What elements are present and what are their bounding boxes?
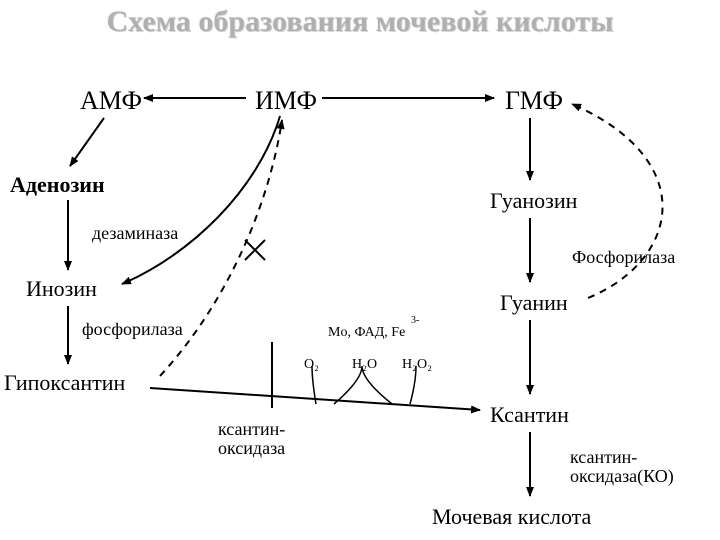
- label-phosphorylase-left: фосфорилаза: [82, 320, 183, 338]
- label-cofactors-charge: 3-: [411, 316, 419, 326]
- label-deaminase: дезаминаза: [92, 224, 178, 242]
- node-gmf: ГМФ: [505, 86, 563, 116]
- label-h2o: H₂O: [352, 358, 377, 372]
- node-imf: ИМФ: [255, 86, 317, 116]
- label-cofactors: Mo, ФАД, Fe: [328, 326, 405, 340]
- node-amf: АМФ: [80, 86, 142, 116]
- label-h2o2: H₂O₂: [402, 358, 432, 372]
- node-guanosine: Гуанозин: [490, 188, 577, 214]
- node-guanine: Гуанин: [500, 290, 568, 316]
- label-xanthine-oxidase-right: ксантин-оксидаза(КО): [570, 448, 674, 486]
- node-adenosine: Аденозин: [10, 172, 105, 198]
- label-phosphorylase-right: Фосфорилаза: [572, 248, 675, 266]
- node-hypoxanthine: Гипоксантин: [4, 370, 125, 396]
- diagram-canvas: Схема образования мочевой кислоты АМФ ИМ…: [0, 0, 720, 540]
- node-uric-acid: Мочевая кислота: [432, 504, 591, 530]
- node-inosine: Инозин: [26, 276, 97, 302]
- node-xanthine: Ксантин: [490, 402, 569, 428]
- label-o2: O₂: [304, 358, 319, 372]
- diagram-title: Схема образования мочевой кислоты: [0, 6, 720, 38]
- label-xanthine-oxidase-left: ксантин-оксидаза: [218, 420, 285, 458]
